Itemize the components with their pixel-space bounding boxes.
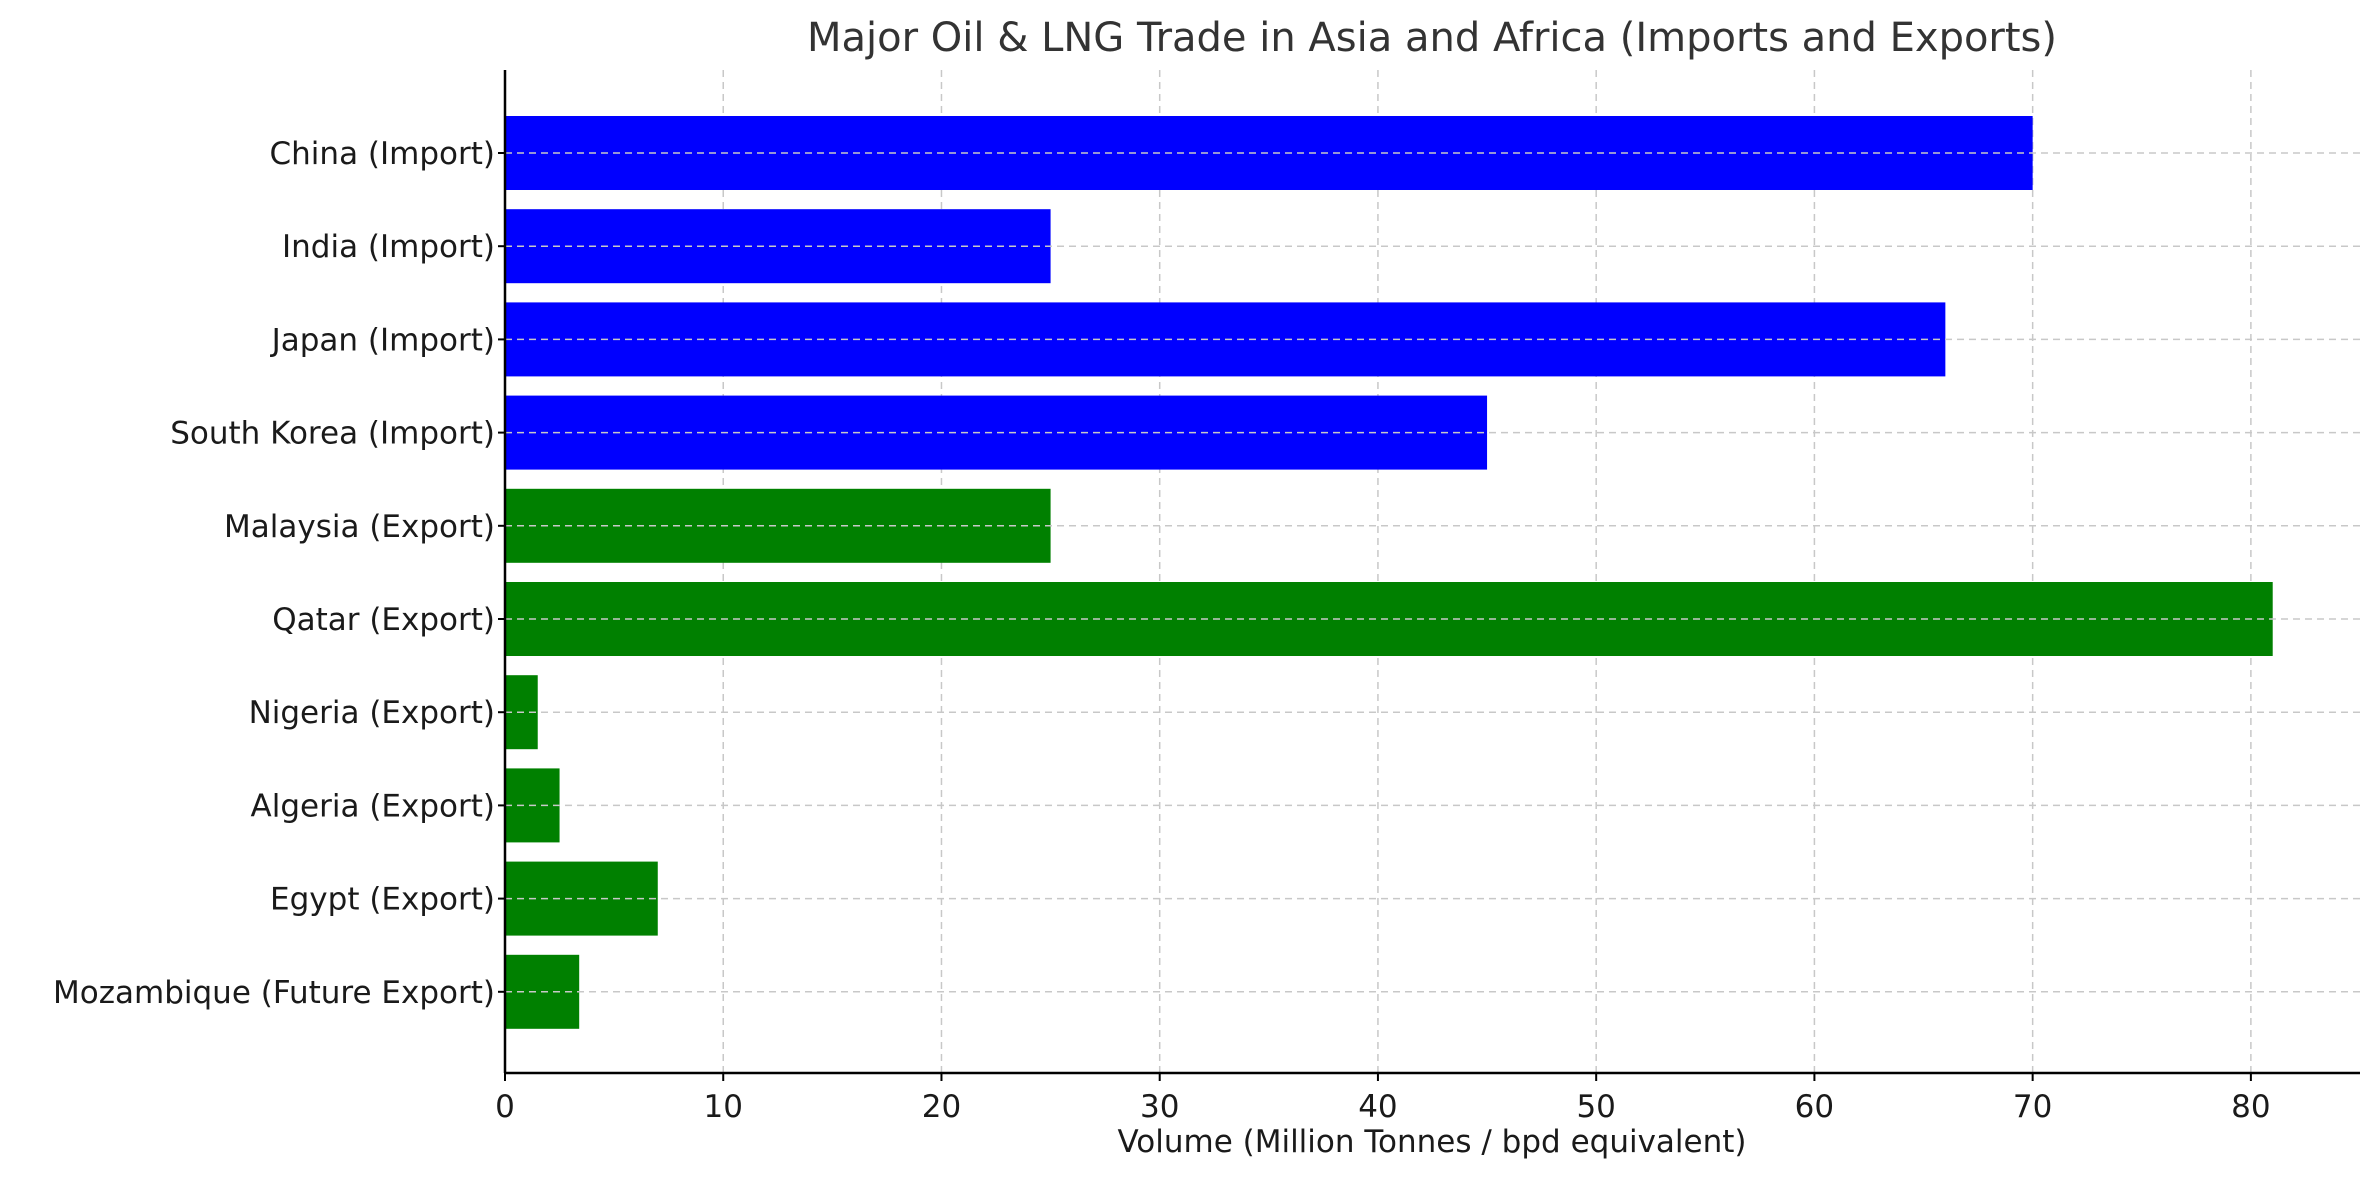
category-label: India (Import) <box>282 229 495 265</box>
bar <box>505 209 1051 284</box>
category-label: Nigeria (Export) <box>249 695 495 731</box>
x-tick-label: 80 <box>2231 1089 2270 1125</box>
x-tick-label: 50 <box>1576 1089 1615 1125</box>
category-label: China (Import) <box>270 136 495 172</box>
axes: China (Import) India (Import) Japan (Impor… <box>53 70 2360 1125</box>
bar <box>505 488 1051 563</box>
category-label: Mozambique (Future Export) <box>53 975 495 1011</box>
x-tick-label: 30 <box>1140 1089 1179 1125</box>
bars <box>505 116 2360 1029</box>
chart-title: Major Oil & LNG Trade in Asia and Africa… <box>807 15 2057 61</box>
x-tick-label: 20 <box>922 1089 961 1125</box>
x-axis-label: Volume (Million Tonnes / bpd equivalent) <box>1117 1124 1746 1160</box>
category-label: Japan (Import) <box>270 322 495 358</box>
x-tick-label: 70 <box>2013 1089 2052 1125</box>
x-tick-label: 40 <box>1358 1089 1397 1125</box>
category-label: Algeria (Export) <box>251 788 495 824</box>
x-tick-label: 0 <box>495 1089 515 1125</box>
x-tick-label: 10 <box>704 1089 743 1125</box>
category-label: Malaysia (Export) <box>224 509 495 545</box>
category-label: South Korea (Import) <box>170 416 495 452</box>
x-tick-label: 60 <box>1795 1089 1834 1125</box>
category-label: Qatar (Export) <box>272 602 495 638</box>
category-label: Egypt (Export) <box>270 882 495 918</box>
